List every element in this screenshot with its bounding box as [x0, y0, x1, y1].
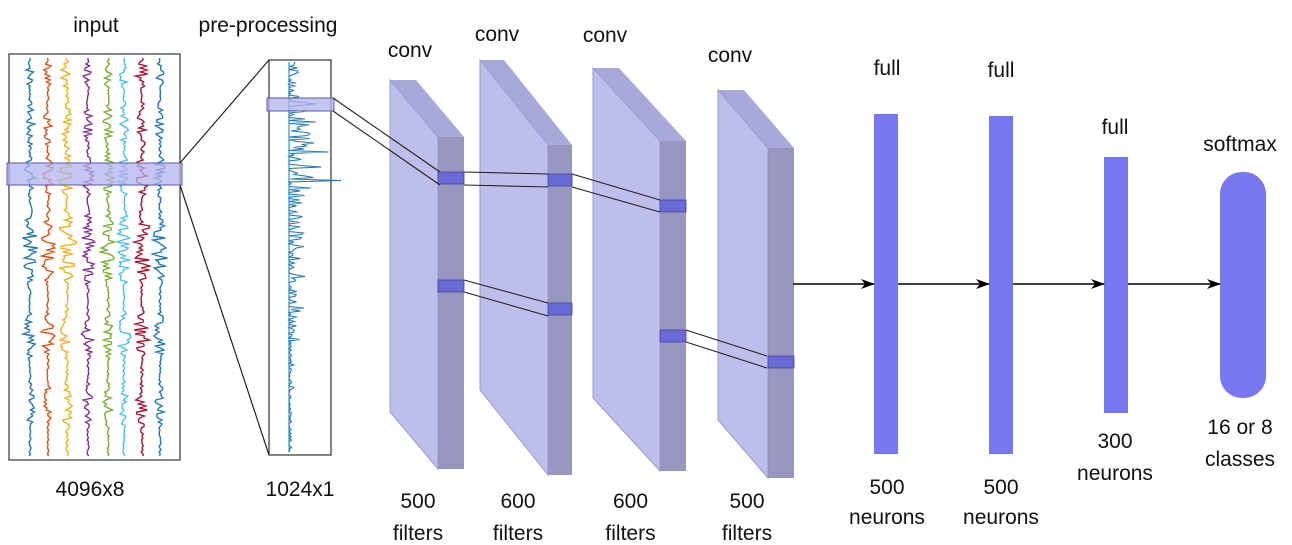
conv-window-highlight	[659, 199, 687, 213]
input-channel-trace	[97, 57, 117, 457]
softmax-count: 16 or 8	[1207, 416, 1272, 439]
input-panel	[6, 53, 183, 461]
input-channel-trace	[20, 57, 38, 457]
conv-layer-unit: filters	[493, 522, 543, 545]
full-layer-unit: neurons	[963, 506, 1039, 529]
dense-layers: full 500 neurons full 500 neurons full 300 neuro…	[849, 57, 1277, 529]
conv-layer-count: 600	[500, 490, 535, 513]
conv-window-highlight	[437, 279, 465, 293]
conv-layer-2: conv 600 filters	[475, 23, 573, 545]
conv-layer-unit: filters	[605, 522, 655, 545]
input-dims: 4096x8	[56, 478, 125, 501]
full-layer-unit: neurons	[849, 506, 925, 529]
input-channel-trace	[115, 57, 132, 457]
softmax-block	[1220, 172, 1266, 398]
conv-layer-label: conv	[708, 44, 753, 67]
full-layer-count: 500	[869, 476, 904, 499]
conv-block-face	[389, 78, 439, 471]
input-signals	[20, 57, 168, 457]
conv-window-highlight	[547, 173, 573, 187]
conv-layer-unit: filters	[393, 522, 443, 545]
input-title: input	[73, 14, 119, 37]
conv-window-highlight	[659, 329, 687, 343]
conv-block-side	[660, 141, 686, 471]
conv-block-side	[768, 148, 794, 478]
full-layer-label: full	[1102, 116, 1129, 139]
conv-layer-label: conv	[583, 24, 628, 47]
conv-block-face	[717, 88, 769, 480]
conv-layer-count: 500	[400, 490, 435, 513]
softmax-layer: softmax 16 or 8 classes	[1203, 133, 1277, 471]
softmax-label: softmax	[1203, 133, 1277, 156]
conv-layer-1: conv 500 filters	[388, 39, 465, 545]
input-channel-trace	[57, 57, 78, 456]
conv-block-top	[480, 60, 572, 145]
conv-window-highlight	[767, 355, 795, 369]
receptive-field-lines	[332, 97, 768, 369]
conv-window-highlight	[547, 302, 573, 316]
full-layer-count: 500	[983, 476, 1018, 499]
input-channel-trace	[80, 57, 97, 457]
softmax-unit: classes	[1205, 448, 1275, 471]
full-layer-3: full 300 neurons	[1077, 116, 1153, 485]
conv-block-top	[718, 90, 794, 148]
full-layer-label: full	[988, 59, 1015, 82]
conv-layer-label: conv	[475, 23, 520, 46]
conv-block-top	[390, 80, 464, 137]
conv-window-highlight	[437, 171, 465, 185]
conv-layer-count: 500	[729, 490, 764, 513]
preprocessing-window-highlight	[266, 97, 335, 112]
preprocessing-panel	[266, 59, 342, 456]
conv-block-side	[438, 137, 464, 469]
full-layer-1: full 500 neurons	[849, 57, 925, 529]
conv-layer-4: conv 500 filters	[708, 44, 795, 545]
full-layer-2: full 500 neurons	[963, 59, 1039, 529]
full-layer-bar	[1104, 157, 1128, 413]
preprocessing-title: pre-processing	[199, 14, 338, 37]
conv-layers: conv 500 filters conv 600 filters conv 600 filte…	[388, 23, 795, 545]
conv-layer-3: conv 600 filters	[583, 24, 687, 545]
full-layer-bar	[874, 114, 898, 454]
full-layer-count: 300	[1097, 430, 1132, 453]
conv-layer-count: 600	[613, 490, 648, 513]
preprocessed-signal	[286, 61, 342, 453]
preprocessing-dims: 1024x1	[266, 478, 335, 501]
full-layer-bar	[989, 116, 1013, 454]
input-window-highlight	[6, 162, 183, 186]
conv-layer-unit: filters	[722, 522, 772, 545]
conv-block-top	[593, 68, 686, 141]
input-channel-trace	[149, 57, 168, 457]
input-channel-trace	[131, 57, 153, 457]
full-layer-label: full	[874, 57, 901, 80]
conv-layer-label: conv	[388, 39, 433, 62]
full-layer-unit: neurons	[1077, 462, 1153, 485]
input-channel-trace	[38, 57, 57, 457]
